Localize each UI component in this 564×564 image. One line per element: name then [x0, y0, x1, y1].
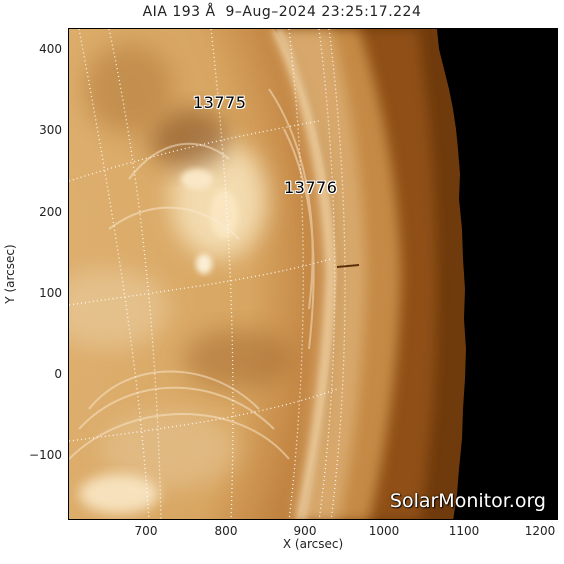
y-tick-label: 100 [39, 286, 62, 300]
y-tick-label: 400 [39, 42, 62, 56]
x-tick-label: 800 [214, 524, 238, 538]
active-region-label-13775: 13775 [193, 93, 247, 112]
solarmonitor-watermark: SolarMonitor.org [389, 490, 546, 512]
x-tick-label: 1200 [524, 524, 556, 538]
x-tick-label: 700 [134, 524, 158, 538]
y-tick-label: 0 [54, 367, 62, 381]
solar-image-panel [68, 28, 558, 520]
y-tick-label: 300 [39, 123, 62, 137]
image-title: AIA 193 Å 9–Aug–2024 23:25:17.224 [142, 4, 422, 20]
x-tick-label: 900 [293, 524, 317, 538]
active-region-label-13776: 13776 [284, 178, 338, 197]
y-tick-label: −100 [29, 448, 62, 462]
y-axis-label: Y (arcsec) [3, 244, 17, 304]
x-tick-label: 1100 [448, 524, 480, 538]
x-tick-label: 1000 [368, 524, 400, 538]
x-axis-label: X (arcsec) [282, 537, 344, 551]
solar-image-svg [69, 29, 557, 519]
y-tick-label: 200 [39, 205, 62, 219]
